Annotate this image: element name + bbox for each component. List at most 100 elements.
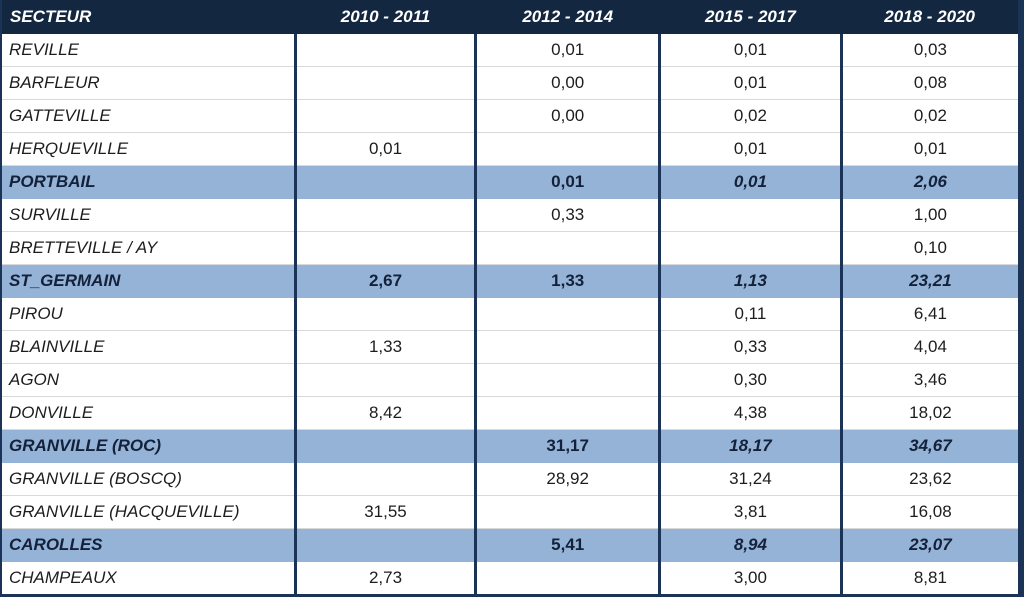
value-cell: 31,17 bbox=[474, 429, 660, 463]
table-row: GATTEVILLE 0,00 0,02 0,02 bbox=[1, 99, 1021, 133]
table-row: AGON 0,30 3,46 bbox=[1, 363, 1021, 397]
table-row: CAROLLES 5,41 8,94 23,07 bbox=[1, 528, 1021, 562]
value-cell bbox=[293, 363, 476, 397]
value-cell: 0,33 bbox=[474, 198, 660, 232]
sector-label-cell: SURVILLE bbox=[1, 198, 296, 232]
value-cell: 28,92 bbox=[474, 462, 660, 496]
sector-label-cell: DONVILLE bbox=[1, 396, 296, 430]
value-cell: 5,41 bbox=[474, 528, 660, 562]
value-cell: 0,08 bbox=[839, 66, 1021, 100]
value-cell bbox=[293, 429, 476, 463]
value-cell bbox=[293, 66, 476, 100]
value-cell: 6,41 bbox=[839, 297, 1021, 331]
value-cell bbox=[474, 363, 660, 397]
value-cell: 0,00 bbox=[474, 66, 660, 100]
value-cell: 0,11 bbox=[658, 297, 842, 331]
value-cell: 0,01 bbox=[474, 34, 660, 67]
value-cell: 1,13 bbox=[658, 264, 842, 298]
value-cell bbox=[293, 528, 476, 562]
value-cell: 0,33 bbox=[658, 330, 842, 364]
value-cell bbox=[293, 462, 476, 496]
value-cell: 0,01 bbox=[658, 132, 842, 166]
table-row: GRANVILLE (BOSCQ) 28,92 31,24 23,62 bbox=[1, 462, 1021, 496]
table-row: PIROU 0,11 6,41 bbox=[1, 297, 1021, 331]
value-cell: 1,33 bbox=[474, 264, 660, 298]
value-cell: 1,00 bbox=[839, 198, 1021, 232]
value-cell bbox=[474, 231, 660, 265]
sector-label-cell: BARFLEUR bbox=[1, 66, 296, 100]
value-cell: 4,38 bbox=[658, 396, 842, 430]
value-cell: 2,73 bbox=[293, 561, 476, 596]
table-row: DONVILLE 8,42 4,38 18,02 bbox=[1, 396, 1021, 430]
table-row: PORTBAIL 0,01 0,01 2,06 bbox=[1, 165, 1021, 199]
column-header-2018-2020: 2018 - 2020 bbox=[841, 0, 1021, 34]
value-cell: 2,06 bbox=[839, 165, 1021, 199]
header-row: SECTEUR 2010 - 2011 2012 - 2014 2015 - 2… bbox=[1, 0, 1021, 34]
sector-label-cell: GATTEVILLE bbox=[1, 99, 296, 133]
sector-label-cell: REVILLE bbox=[1, 34, 296, 67]
value-cell: 18,17 bbox=[658, 429, 842, 463]
value-cell: 23,07 bbox=[839, 528, 1021, 562]
value-cell: 34,67 bbox=[839, 429, 1021, 463]
value-cell: 0,10 bbox=[839, 231, 1021, 265]
value-cell bbox=[474, 396, 660, 430]
value-cell bbox=[474, 495, 660, 529]
value-cell: 1,33 bbox=[293, 330, 476, 364]
value-cell bbox=[293, 198, 476, 232]
value-cell: 8,42 bbox=[293, 396, 476, 430]
table-row: BRETTEVILLE / AY 0,10 bbox=[1, 231, 1021, 265]
value-cell bbox=[474, 330, 660, 364]
value-cell bbox=[658, 231, 842, 265]
table-row: GRANVILLE (HACQUEVILLE) 31,55 3,81 16,08 bbox=[1, 495, 1021, 529]
value-cell bbox=[658, 198, 842, 232]
column-header-2015-2017: 2015 - 2017 bbox=[659, 0, 842, 34]
value-cell: 23,21 bbox=[839, 264, 1021, 298]
table-row: SURVILLE 0,33 1,00 bbox=[1, 198, 1021, 232]
value-cell bbox=[293, 165, 476, 199]
sector-label-cell: AGON bbox=[1, 363, 296, 397]
table-row: REVILLE 0,01 0,01 0,03 bbox=[1, 34, 1021, 67]
sector-label-cell: ST_GERMAIN bbox=[1, 264, 296, 298]
value-cell bbox=[293, 34, 476, 67]
value-cell bbox=[293, 99, 476, 133]
table-row: BLAINVILLE 1,33 0,33 4,04 bbox=[1, 330, 1021, 364]
table-body: REVILLE 0,01 0,01 0,03 BARFLEUR 0,00 0,01 0,08 G… bbox=[1, 34, 1021, 596]
value-cell: 3,81 bbox=[658, 495, 842, 529]
sector-label-cell: GRANVILLE (ROC) bbox=[1, 429, 296, 463]
value-cell: 0,01 bbox=[474, 165, 660, 199]
value-cell bbox=[474, 297, 660, 331]
sector-label-cell: GRANVILLE (BOSCQ) bbox=[1, 462, 296, 496]
value-cell: 18,02 bbox=[839, 396, 1021, 430]
sector-label-cell: BLAINVILLE bbox=[1, 330, 296, 364]
value-cell: 0,01 bbox=[839, 132, 1021, 166]
value-cell bbox=[293, 297, 476, 331]
sector-label-cell: CHAMPEAUX bbox=[1, 561, 296, 596]
value-cell: 8,81 bbox=[839, 561, 1021, 596]
value-cell: 2,67 bbox=[293, 264, 476, 298]
value-cell bbox=[293, 231, 476, 265]
value-cell: 0,30 bbox=[658, 363, 842, 397]
value-cell: 4,04 bbox=[839, 330, 1021, 364]
value-cell: 0,02 bbox=[658, 99, 842, 133]
value-cell: 16,08 bbox=[839, 495, 1021, 529]
value-cell: 0,01 bbox=[658, 34, 842, 67]
value-cell: 3,46 bbox=[839, 363, 1021, 397]
value-cell: 23,62 bbox=[839, 462, 1021, 496]
value-cell bbox=[474, 561, 660, 596]
sector-label-cell: HERQUEVILLE bbox=[1, 132, 296, 166]
column-header-2012-2014: 2012 - 2014 bbox=[475, 0, 660, 34]
value-cell: 0,02 bbox=[839, 99, 1021, 133]
table-header: SECTEUR 2010 - 2011 2012 - 2014 2015 - 2… bbox=[1, 0, 1021, 34]
sector-label-cell: PORTBAIL bbox=[1, 165, 296, 199]
table-row: CHAMPEAUX 2,73 3,00 8,81 bbox=[1, 561, 1021, 596]
value-cell: 8,94 bbox=[658, 528, 842, 562]
sector-label-cell: GRANVILLE (HACQUEVILLE) bbox=[1, 495, 296, 529]
table-row: BARFLEUR 0,00 0,01 0,08 bbox=[1, 66, 1021, 100]
value-cell: 3,00 bbox=[658, 561, 842, 596]
value-cell: 0,01 bbox=[658, 66, 842, 100]
value-cell: 0,01 bbox=[293, 132, 476, 166]
value-cell: 31,55 bbox=[293, 495, 476, 529]
column-header-2010-2011: 2010 - 2011 bbox=[295, 0, 476, 34]
table-row: GRANVILLE (ROC) 31,17 18,17 34,67 bbox=[1, 429, 1021, 463]
